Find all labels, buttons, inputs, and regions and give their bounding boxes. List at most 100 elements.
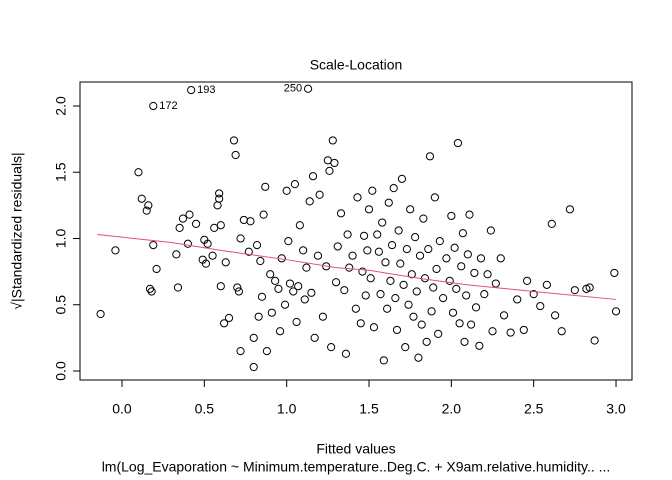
point	[383, 304, 392, 313]
point	[259, 210, 268, 219]
point	[224, 313, 234, 323]
point	[389, 184, 398, 193]
y-tick-label: 1.0	[53, 229, 69, 249]
point	[152, 264, 161, 274]
point	[256, 256, 265, 266]
point	[445, 276, 454, 285]
point	[455, 319, 464, 328]
point	[506, 328, 515, 337]
point	[550, 311, 560, 320]
point	[134, 168, 143, 177]
point	[213, 201, 222, 210]
point	[289, 287, 298, 296]
point	[308, 172, 318, 181]
point	[208, 251, 217, 260]
point	[392, 325, 402, 335]
chart-title: Scale-Location	[310, 57, 403, 73]
point	[590, 336, 599, 345]
point	[356, 319, 365, 328]
point	[491, 279, 500, 288]
point	[292, 317, 301, 327]
point	[409, 312, 418, 321]
point	[452, 284, 461, 293]
point	[294, 282, 303, 291]
y-tick-label: 1.5	[53, 162, 69, 182]
point	[523, 276, 532, 285]
point	[404, 300, 413, 309]
y-tick-label: 2.0	[53, 96, 69, 116]
point	[439, 294, 448, 303]
point	[149, 241, 158, 250]
point	[376, 290, 385, 299]
point	[379, 356, 388, 365]
point	[185, 210, 194, 219]
point	[397, 174, 407, 183]
point	[447, 211, 456, 221]
point	[415, 251, 425, 260]
x-tick-label: 0.0	[112, 401, 132, 417]
point	[305, 197, 314, 206]
x-tick-label: 0.5	[195, 401, 215, 417]
point	[359, 231, 369, 240]
point	[480, 290, 489, 299]
point	[353, 193, 362, 202]
point	[246, 217, 255, 226]
point	[496, 254, 505, 263]
point	[402, 244, 411, 254]
point	[396, 259, 405, 268]
point	[327, 343, 336, 352]
point	[427, 307, 436, 316]
point	[565, 205, 575, 214]
point	[249, 333, 258, 342]
point	[471, 303, 481, 312]
point	[96, 309, 105, 319]
point	[610, 268, 619, 278]
point	[529, 290, 538, 299]
point	[229, 136, 239, 145]
point-label: 193	[197, 84, 215, 96]
point	[432, 264, 441, 274]
point	[348, 251, 357, 260]
x-tick-label: 2.5	[524, 401, 544, 417]
point	[366, 274, 375, 283]
point	[333, 242, 342, 251]
point	[476, 254, 486, 263]
point	[284, 237, 293, 246]
point	[331, 278, 341, 287]
point-label: 250	[284, 83, 302, 95]
point	[261, 182, 270, 191]
point	[384, 198, 393, 207]
point	[499, 311, 509, 320]
point	[215, 194, 224, 203]
point	[266, 270, 275, 279]
point	[183, 239, 192, 248]
point	[358, 267, 367, 276]
point	[465, 210, 474, 219]
subtitle: lm(Log_Evaporation ~ Minimum.temperature…	[102, 459, 611, 475]
point	[262, 347, 272, 356]
point	[178, 214, 188, 223]
point	[475, 341, 484, 350]
point	[307, 288, 316, 297]
point	[290, 180, 300, 189]
point	[300, 295, 309, 304]
point	[450, 243, 459, 252]
point	[313, 251, 323, 260]
point	[172, 250, 181, 259]
x-tick-label: 1.0	[277, 401, 297, 417]
point	[215, 189, 224, 198]
y-axis-label: √|Standardized residuals|	[9, 152, 25, 309]
point	[419, 214, 428, 223]
point	[374, 247, 383, 256]
point	[519, 325, 528, 335]
point	[203, 239, 212, 248]
point	[191, 219, 201, 229]
point	[424, 244, 433, 254]
smooth-line	[97, 234, 617, 300]
point	[216, 282, 225, 291]
point	[236, 347, 245, 356]
point-label: 172	[159, 100, 177, 112]
point	[448, 308, 458, 317]
point	[387, 241, 397, 250]
